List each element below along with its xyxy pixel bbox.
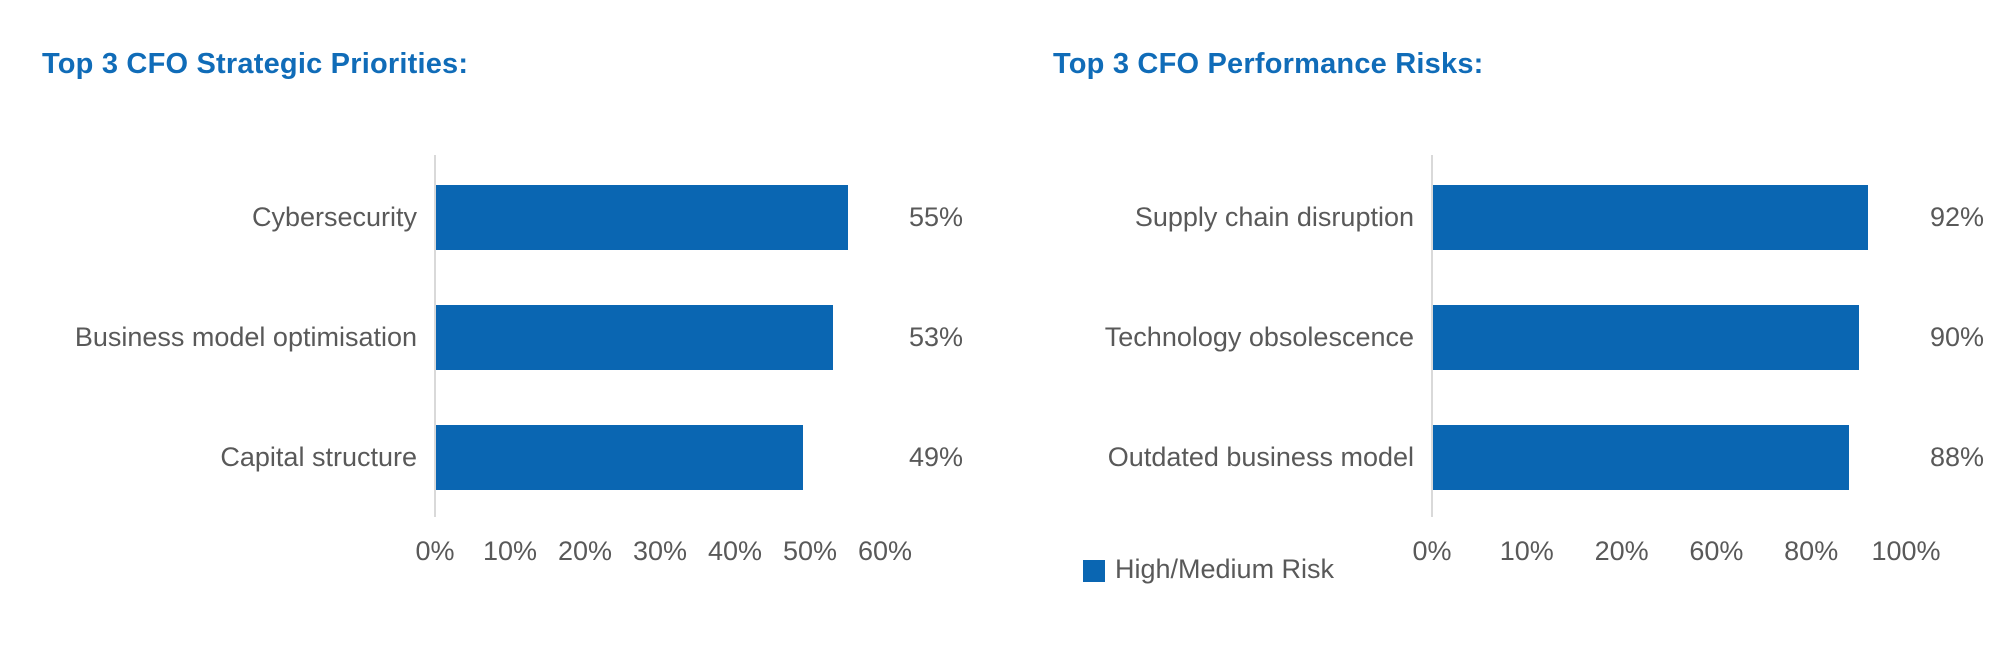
bar: [1432, 305, 1859, 370]
bar-row: Capital structure 49%: [40, 425, 963, 490]
bar: [1432, 425, 1850, 490]
y-axis-line: [1431, 155, 1433, 517]
legend-swatch-icon: [1083, 560, 1105, 582]
category-label: Technology obsolescence: [1104, 322, 1414, 352]
x-tick-label: 30%: [632, 536, 688, 566]
category-label: Outdated business model: [1107, 442, 1414, 472]
bar: [1432, 185, 1869, 250]
value-label: 92%: [1930, 202, 1985, 232]
category-label: Cybersecurity: [251, 202, 417, 232]
value-label: 90%: [1930, 322, 1985, 352]
x-tick-label: 50%: [782, 536, 838, 566]
x-tick-label: 60%: [857, 536, 913, 566]
bar-track: [435, 185, 885, 250]
legend-label: High/Medium Risk: [1115, 554, 1335, 584]
bar-track: [1432, 185, 1906, 250]
chart-strategic-priorities: Top 3 CFO Strategic Priorities: Cybersec…: [40, 0, 1000, 664]
bar-row: Cybersecurity 55%: [40, 185, 963, 250]
bar-row: Technology obsolescence 90%: [1037, 305, 1984, 370]
bar-track: [435, 425, 885, 490]
x-tick-label: 40%: [707, 536, 763, 566]
bar: [435, 185, 848, 250]
bar-track: [1432, 305, 1906, 370]
chart-title: Top 3 CFO Performance Risks:: [1053, 48, 1484, 80]
bar-row: Business model optimisation 53%: [40, 305, 963, 370]
bar-rows: Supply chain disruption 92% Technology obs…: [1037, 0, 2000, 664]
category-label: Business model optimisation: [74, 322, 417, 352]
bar-row: Supply chain disruption 92%: [1037, 185, 1984, 250]
x-tick-label: 0%: [1412, 536, 1452, 566]
chart-title: Top 3 CFO Strategic Priorities:: [42, 48, 469, 80]
x-axis: 0% 10% 20% 30% 40% 50% 60%: [40, 536, 1000, 576]
x-tick-label: 20%: [1594, 536, 1649, 566]
bar-row: Outdated business model 88%: [1037, 425, 1984, 490]
value-label: 53%: [909, 322, 964, 352]
x-tick-label: 10%: [482, 536, 538, 566]
x-tick-label: 100%: [1871, 536, 1941, 566]
x-tick-label: 60%: [1689, 536, 1744, 566]
category-label: Supply chain disruption: [1134, 202, 1414, 232]
value-label: 49%: [909, 442, 964, 472]
x-tick-label: 0%: [415, 536, 455, 566]
bar: [435, 305, 833, 370]
bar-rows: Cybersecurity 55% Business model optimisat…: [40, 0, 1000, 664]
x-axis: 0% 10% 20% 60% 80% 100%: [1037, 536, 2000, 576]
value-label: 88%: [1930, 442, 1985, 472]
x-tick-label: 20%: [557, 536, 613, 566]
bar-track: [1432, 425, 1906, 490]
chart-performance-risks: Top 3 CFO Performance Risks: Supply chai…: [1037, 0, 2000, 664]
y-axis-line: [434, 155, 436, 517]
x-tick-label: 80%: [1784, 536, 1839, 566]
bar-track: [435, 305, 885, 370]
x-tick-label: 10%: [1499, 536, 1554, 566]
legend: High/Medium Risk: [1083, 554, 1334, 585]
value-label: 55%: [909, 202, 964, 232]
category-label: Capital structure: [220, 442, 417, 472]
bar: [435, 425, 803, 490]
